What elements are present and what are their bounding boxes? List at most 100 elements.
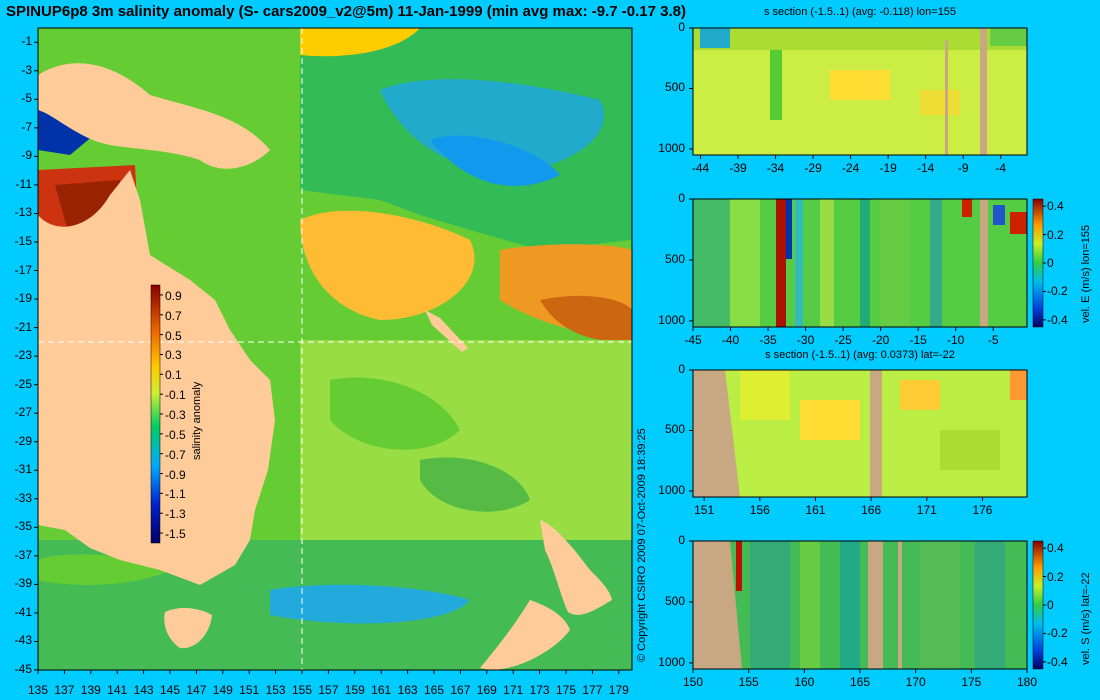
section4-land — [693, 541, 742, 669]
map-colorbar — [150, 284, 161, 544]
section4-colorbar — [1032, 540, 1044, 670]
section3-x-tick-label: 161 — [805, 503, 826, 517]
section2-y-tick-label: 500 — [664, 251, 685, 266]
section2-x-tick-label: -45 — [684, 333, 702, 347]
map-y-tick-label: -31 — [14, 462, 32, 477]
section2-x-tick-label: -40 — [721, 333, 740, 347]
map-colorbar-label: salinity anomaly — [191, 381, 203, 460]
map-y-tick-label: -27 — [14, 405, 32, 420]
map-colorbar-tick-label: -0.3 — [165, 408, 186, 422]
section4-x-tick-label: 160 — [794, 675, 815, 689]
section2-x-tick-label: -10 — [947, 333, 965, 347]
section4-colorbar-label: vel. S (m/s) lat=-22 — [1080, 572, 1092, 665]
section4-y-tick-label: 1000 — [658, 654, 685, 669]
section2-x-tick-label: -30 — [796, 333, 815, 347]
map-x-tick-label: 175 — [555, 683, 577, 697]
map-coral-sea-fresh-core — [430, 135, 560, 186]
map-x-tick-label: 151 — [239, 683, 260, 697]
map-axis-ticks — [34, 41, 620, 674]
section2-colorbar-tick-label: -0.2 — [1047, 284, 1068, 299]
section-panel-3 — [692, 369, 1028, 498]
section2-x-tick-label: -5 — [987, 333, 999, 347]
map-y-tick-label: -7 — [21, 119, 32, 134]
map-y-tick-label: -29 — [14, 433, 32, 448]
section3-x-tick-label: 171 — [916, 503, 937, 517]
copyright-text: © Copyright CSIRO 2009 07-Oct-2009 18:39… — [636, 428, 648, 662]
map-y-tick-label: -23 — [14, 348, 32, 363]
map-east-salty-core — [540, 295, 632, 342]
map-x-tick-label: 159 — [344, 683, 365, 697]
map-y-tick-label: -17 — [14, 262, 32, 277]
map-tasman-eddy-1 — [330, 377, 460, 450]
section1-x-tick-label: -14 — [917, 161, 935, 175]
section1-x-tick-label: -19 — [879, 161, 897, 175]
map-tasman-central — [300, 340, 632, 560]
map-y-tick-label: -15 — [14, 234, 32, 248]
section4-x-tick-label: 155 — [738, 675, 759, 689]
map-colorbar-tick-label: -0.5 — [165, 427, 186, 442]
map-x-tick-label: 165 — [423, 683, 445, 697]
section3-y-tick-label: 500 — [664, 422, 685, 437]
map-tasman-eddy-2 — [420, 457, 530, 512]
map-frame — [37, 27, 633, 671]
section4-colorbar-tick-label: -0.4 — [1047, 654, 1068, 669]
map-x-tick-label: 171 — [503, 683, 524, 697]
map-x-tick-label: 143 — [133, 683, 154, 697]
section2-colorbar-tick-label: 0.2 — [1047, 227, 1064, 242]
map-colorbar-tick-label: 0.1 — [165, 368, 182, 383]
section4-y-tick-label: 0 — [678, 533, 685, 547]
section1-y-tick-label: 500 — [664, 80, 685, 95]
section2-x-tick-label: -20 — [871, 333, 890, 347]
section1-x-tick-label: -9 — [957, 161, 969, 175]
section4-x-tick-label: 150 — [682, 675, 704, 689]
section4-colorbar-tick-label: -0.2 — [1047, 626, 1068, 641]
section2-x-tick-label: -25 — [834, 333, 852, 347]
map-colorbar-tick-label: -1.1 — [165, 487, 186, 502]
section-axis-ticks — [689, 27, 1046, 673]
section1-y-tick-label: 1000 — [658, 140, 685, 155]
map-north-salty-patch — [300, 28, 420, 57]
map-y-tick-label: -21 — [14, 319, 32, 334]
section4-x-tick-label: 180 — [1016, 675, 1038, 689]
map-x-tick-label: 177 — [582, 683, 603, 697]
map-south-fresh-band — [270, 584, 470, 624]
map-tasman-north-patch — [300, 210, 475, 320]
map-colorbar-tick-label: 0.7 — [165, 308, 182, 323]
map-coral-sea-fresh-patch — [380, 79, 604, 175]
map-x-tick-label: 145 — [159, 683, 181, 697]
section1-land — [980, 28, 987, 155]
section2-colorbar — [1032, 198, 1044, 328]
section2-colorbar-label: vel. E (m/s) lon=155 — [1080, 224, 1092, 323]
map-colorbar-tick-label: 0.9 — [165, 288, 182, 303]
section1-title: s section (-1.5..1) (avg: -0.118) lon=15… — [763, 6, 957, 18]
map-colorbar-tick-label: -1.5 — [165, 527, 186, 542]
map-x-tick-label: 179 — [608, 683, 629, 697]
map-y-tick-label: -43 — [14, 633, 32, 648]
section2-y-tick-label: 1000 — [658, 312, 685, 327]
map-y-tick-label: -9 — [21, 148, 32, 163]
map-y-tick-label: -41 — [14, 604, 32, 619]
section2-x-tick-label: -35 — [759, 333, 777, 347]
section3-y-tick-label: 1000 — [658, 482, 685, 497]
map-x-tick-label: 141 — [107, 683, 128, 697]
section3-x-tick-label: 151 — [694, 503, 715, 517]
section2-x-tick-label: -15 — [909, 333, 927, 347]
section4-x-tick-label: 165 — [849, 675, 871, 689]
section1-x-tick-label: -34 — [766, 161, 785, 175]
section-panel-1 — [692, 27, 1028, 156]
section3-y-tick-label: 0 — [678, 362, 685, 376]
map-y-tick-label: -25 — [14, 376, 32, 391]
map-x-tick-label: 135 — [27, 683, 49, 697]
map-land-new-zealand-south — [480, 600, 570, 670]
section1-y-tick-label: 0 — [678, 20, 685, 34]
map-x-tick-label: 153 — [265, 683, 286, 697]
section1-x-tick-label: -39 — [729, 161, 747, 175]
map-x-tick-label: 173 — [529, 683, 550, 697]
map-x-tick-label: 139 — [80, 683, 101, 697]
section4-x-tick-label: 175 — [961, 675, 982, 689]
section-panel-2 — [692, 198, 1044, 328]
section2-y-tick-label: 0 — [678, 191, 685, 205]
section2-jet — [776, 199, 786, 327]
map-x-tick-label: 161 — [371, 683, 392, 697]
map-colorbar-tick-label: -0.1 — [165, 388, 186, 403]
